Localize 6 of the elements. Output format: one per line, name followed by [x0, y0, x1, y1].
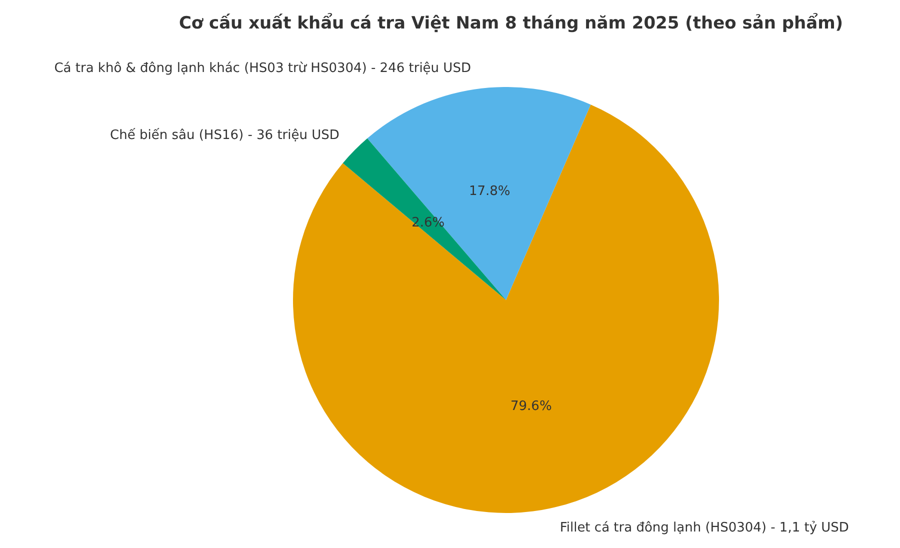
slice-label: Cá tra khô & đông lạnh khác (HS03 trừ HS0304) - 246 triệu USD: [54, 60, 471, 76]
data-label: 17.8%: [468, 184, 510, 200]
chart-title: Cơ cấu xuất khẩu cá tra Việt Nam 8 tháng năm 2025 (theo sản phẩm): [178, 12, 844, 34]
slice-label: Fillet cá tra đông lạnh (HS0304) - 1,1 tỷ USD: [560, 520, 849, 536]
slice-label: Chế biến sâu (HS16) - 36 triệu USD: [110, 128, 340, 143]
data-label: 79.6%: [510, 399, 552, 414]
